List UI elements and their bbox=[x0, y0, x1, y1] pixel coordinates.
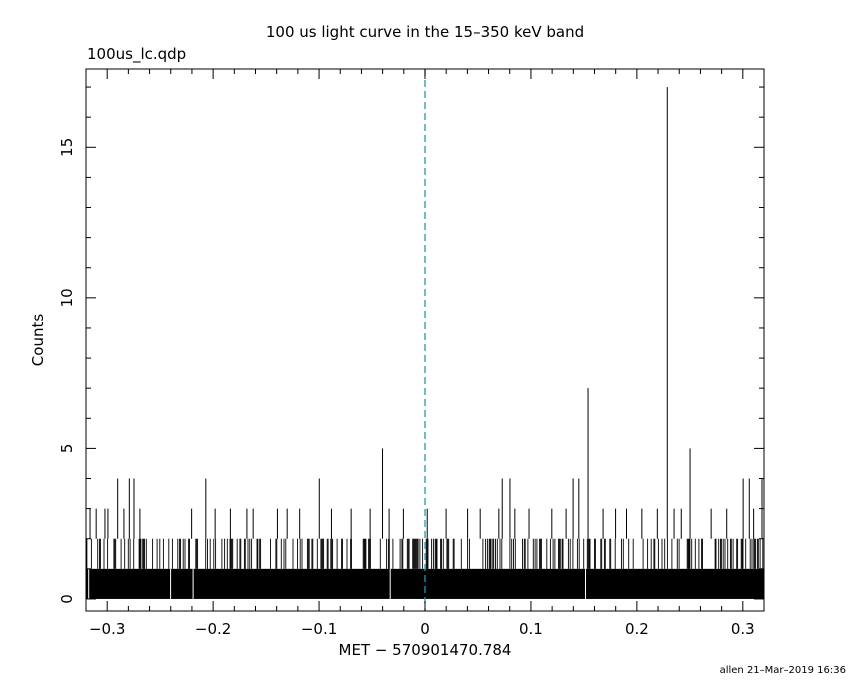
x-tick-label: −0.2 bbox=[195, 620, 231, 638]
x-tick-label: 0.1 bbox=[519, 620, 543, 638]
footer-stamp: allen 21–Mar–2019 16:36 bbox=[720, 665, 846, 676]
count-bins bbox=[86, 538, 764, 599]
x-tick-label: 0.3 bbox=[731, 620, 755, 638]
y-axis-ticks: 0 5 10 15 bbox=[58, 86, 764, 604]
y-axis-label: Counts bbox=[29, 314, 47, 367]
x-axis-ticks: −0.3 −0.2 −0.1 0 0.1 0.2 0.3 bbox=[85, 69, 765, 638]
y-tick-label: 15 bbox=[58, 138, 76, 157]
count-spikes bbox=[89, 87, 763, 539]
count-floor bbox=[86, 568, 764, 599]
x-tick-label: −0.1 bbox=[301, 620, 337, 638]
x-tick-label: 0.2 bbox=[625, 620, 649, 638]
chart-title: 100 us light curve in the 15–350 keV ban… bbox=[266, 23, 584, 41]
y-tick-label: 5 bbox=[58, 444, 76, 454]
y-tick-label: 10 bbox=[58, 288, 76, 307]
x-tick-label: 0 bbox=[420, 620, 430, 638]
y-tick-label: 0 bbox=[58, 594, 76, 604]
x-tick-label: −0.3 bbox=[89, 620, 125, 638]
file-label: 100us_lc.qdp bbox=[87, 45, 186, 64]
x-axis-label: MET − 570901470.784 bbox=[339, 641, 512, 659]
